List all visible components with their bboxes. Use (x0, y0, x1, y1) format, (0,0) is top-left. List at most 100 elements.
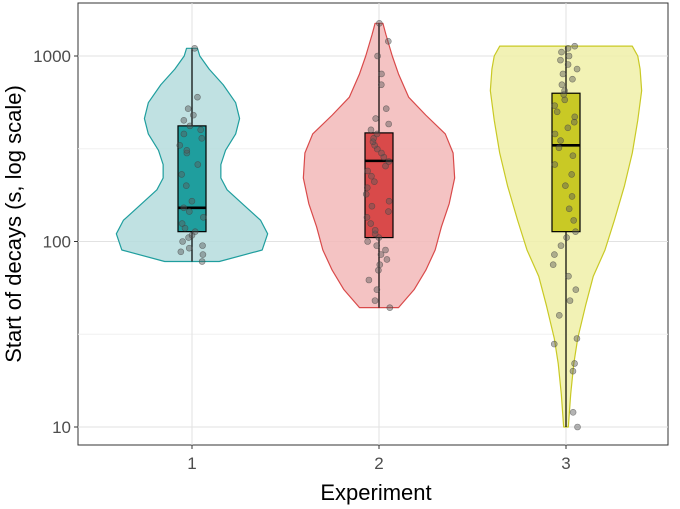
data-point-3 (549, 261, 557, 268)
data-point-3 (564, 124, 572, 132)
data-point-2 (363, 214, 371, 221)
data-point-3 (565, 205, 573, 213)
data-point-3 (570, 118, 578, 126)
data-point-2 (382, 246, 389, 254)
data-point-3 (563, 234, 570, 241)
data-point-1 (191, 228, 199, 235)
data-point-3 (574, 423, 581, 431)
data-point-3 (569, 75, 576, 83)
data-point-2 (373, 145, 381, 153)
data-point-1 (199, 242, 206, 249)
data-point-2 (385, 208, 392, 215)
data-point-2 (362, 190, 370, 198)
data-point-1 (197, 126, 204, 134)
data-point-3 (568, 193, 576, 200)
data-point-3 (569, 409, 577, 416)
data-point-2 (363, 184, 371, 191)
jitter-points (176, 20, 581, 431)
data-point-3 (565, 272, 572, 280)
x-tick-label: 2 (374, 454, 383, 473)
data-point-1 (176, 142, 184, 149)
y-tick-label: 1000 (33, 47, 71, 66)
data-point-3 (559, 70, 567, 78)
data-point-1 (181, 224, 189, 232)
data-point-2 (385, 197, 393, 205)
data-point-1 (185, 208, 193, 215)
data-point-1 (190, 111, 197, 119)
data-point-3 (553, 108, 561, 116)
data-point-3 (557, 137, 564, 144)
axes: 10 100 1000 1 2 3 (33, 47, 571, 473)
data-point-3 (569, 367, 577, 375)
data-point-2 (378, 149, 385, 157)
data-point-2 (386, 304, 394, 311)
data-point-1 (184, 105, 192, 112)
data-point-3 (561, 87, 568, 95)
data-point-1 (180, 130, 188, 138)
data-point-3 (550, 340, 558, 348)
data-point-3 (572, 286, 580, 293)
data-point-2 (371, 226, 379, 234)
data-point-2 (376, 20, 383, 27)
data-point-3 (566, 297, 574, 304)
data-point-2 (372, 115, 379, 122)
data-point-1 (178, 171, 185, 178)
data-point-1 (183, 147, 191, 154)
data-point-3 (558, 81, 566, 89)
data-point-1 (186, 122, 194, 130)
data-point-2 (384, 38, 392, 45)
data-point-3 (565, 52, 573, 60)
data-point-2 (371, 297, 379, 304)
data-point-1 (194, 161, 202, 168)
y-tick-label: 100 (43, 233, 71, 252)
data-point-2 (364, 167, 371, 175)
data-point-1 (178, 220, 186, 227)
x-axis-title: Experiment (320, 480, 431, 505)
data-point-3 (551, 251, 558, 258)
y-axis-title: Start of decays (s, log scale) (1, 85, 26, 363)
data-point-1 (183, 149, 191, 157)
data-point-3 (571, 360, 578, 367)
data-point-3 (551, 130, 559, 138)
data-point-2 (371, 178, 378, 186)
y-tick-label: 10 (52, 418, 71, 437)
data-point-2 (382, 105, 390, 112)
data-point-3 (572, 228, 579, 235)
data-point-2 (371, 230, 379, 238)
data-point-2 (385, 158, 393, 165)
data-point-1 (185, 244, 193, 252)
data-point-2 (383, 256, 391, 263)
box-2 (364, 132, 394, 239)
data-point-3 (558, 48, 565, 56)
data-point-3 (551, 161, 559, 168)
data-point-1 (177, 248, 185, 256)
data-point-1 (179, 238, 186, 245)
x-tick-label: 3 (561, 454, 570, 473)
data-point-3 (573, 65, 581, 73)
data-point-2 (367, 126, 375, 134)
data-point-3 (555, 144, 563, 152)
data-point-1 (185, 234, 192, 241)
data-point-3 (571, 113, 579, 121)
data-point-1 (191, 45, 198, 52)
data-point-3 (569, 152, 577, 160)
data-point-1 (198, 258, 206, 265)
data-point-3 (568, 171, 575, 178)
data-point-2 (370, 135, 377, 142)
data-point-1 (180, 117, 188, 124)
data-point-3 (557, 242, 565, 249)
data-point-2 (378, 70, 385, 78)
data-point-3 (557, 56, 564, 64)
data-point-2 (382, 162, 389, 170)
data-point-1 (194, 93, 201, 101)
data-point-2 (373, 286, 381, 293)
box-1 (177, 125, 207, 233)
data-point-2 (373, 130, 381, 138)
data-point-3 (564, 61, 572, 68)
data-point-3 (555, 312, 563, 319)
data-point-2 (367, 220, 375, 227)
data-point-3 (570, 217, 577, 224)
data-point-2 (378, 81, 385, 89)
data-point-3 (573, 335, 581, 342)
